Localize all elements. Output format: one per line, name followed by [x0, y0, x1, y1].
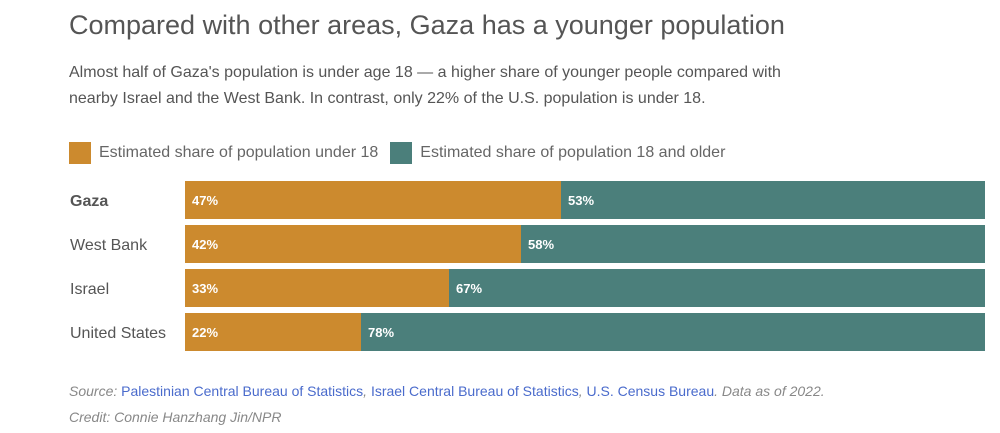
legend-swatch — [69, 142, 91, 164]
category-label: Gaza — [70, 193, 108, 210]
category-label: United States — [70, 325, 166, 342]
source-link-pcbs[interactable]: Palestinian Central Bureau of Statistics — [121, 383, 364, 399]
data-label: 42% — [192, 237, 218, 252]
legend-label: Estimated share of population under 18 — [99, 144, 379, 161]
category-label: Israel — [70, 281, 109, 298]
data-label: 58% — [528, 237, 554, 252]
data-note: Data as of 2022. — [721, 383, 825, 399]
stacked-bar-chart: Gaza 47% 53% West Bank 42% 58% Israel 33% 67% Uni… — [70, 181, 985, 351]
chart-subtitle: Almost half of Gaza's population is unde… — [69, 64, 781, 107]
bar-18-older — [561, 181, 985, 219]
data-label: 22% — [192, 325, 218, 340]
bar-under-18 — [185, 181, 561, 219]
bar-18-older — [521, 225, 985, 263]
data-label: 53% — [568, 193, 594, 208]
data-label: 78% — [368, 325, 394, 340]
bar-18-older — [449, 269, 985, 307]
bar-under-18 — [185, 225, 521, 263]
chart-title: Compared with other areas, Gaza has a yo… — [69, 10, 785, 40]
category-label: West Bank — [70, 237, 148, 254]
source-line: Source: Palestinian Central Bureau of St… — [69, 383, 825, 399]
legend-item-18-older: Estimated share of population 18 and old… — [390, 142, 725, 164]
source-link-icbs[interactable]: Israel Central Bureau of Statistics — [370, 383, 579, 399]
legend: Estimated share of population under 18 E… — [69, 142, 737, 164]
legend-swatch — [390, 142, 413, 164]
source-label: Source: — [69, 383, 118, 399]
bar-under-18 — [185, 269, 449, 307]
legend-label: Estimated share of population 18 and old… — [420, 144, 726, 161]
bar-under-18 — [185, 313, 361, 351]
bar-18-older — [361, 313, 985, 351]
credit-line: Credit: Connie Hanzhang Jin/NPR — [69, 409, 282, 425]
source-link-census[interactable]: U.S. Census Bureau — [586, 383, 715, 399]
data-label: 47% — [192, 193, 218, 208]
data-label: 33% — [192, 281, 218, 296]
data-label: 67% — [456, 281, 482, 296]
legend-item-under-18: Estimated share of population under 18 — [69, 142, 378, 164]
